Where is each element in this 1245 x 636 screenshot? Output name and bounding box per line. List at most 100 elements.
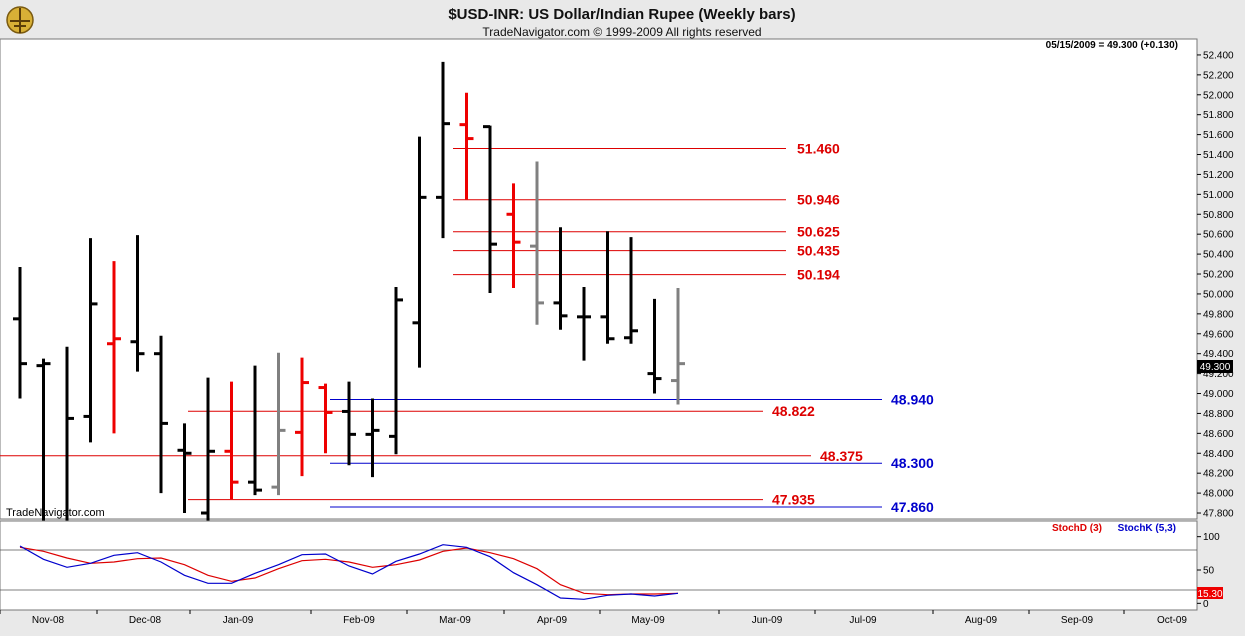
level-label: 51.460 (797, 141, 840, 157)
price-tick-label: 49.400 (1203, 349, 1234, 360)
ohlc-bar (624, 237, 638, 344)
time-tick-label: Dec-08 (129, 615, 162, 626)
time-tick-label: Oct-09 (1157, 615, 1187, 626)
level-label: 47.935 (772, 492, 815, 508)
watermark: TradeNavigator.com (6, 507, 105, 519)
level-label: 48.375 (820, 448, 863, 464)
price-tick-label: 49.000 (1203, 389, 1234, 400)
price-tick-label: 48.600 (1203, 429, 1234, 440)
price-tick-label: 52.400 (1203, 50, 1234, 61)
price-tick-label: 51.600 (1203, 130, 1234, 141)
ohlc-bar (365, 398, 380, 478)
header-background (0, 0, 1245, 38)
ohlc-bar (13, 267, 27, 399)
price-tick-label: 51.200 (1203, 170, 1234, 181)
stochastic-tick-label: 100 (1203, 532, 1220, 543)
price-panel (0, 38, 1198, 520)
ohlc-bar (201, 377, 215, 523)
stochastic-tick-label: 50 (1203, 566, 1215, 577)
ohlc-bar (318, 383, 333, 454)
price-tick-label: 50.600 (1203, 230, 1234, 241)
ohlc-bar (224, 381, 239, 500)
chart-title: $USD-INR: US Dollar/Indian Rupee (Weekly… (448, 6, 795, 23)
stochastic-panel (0, 520, 1198, 611)
level-label: 50.946 (797, 192, 840, 208)
level-label: 50.625 (797, 224, 840, 240)
stochd-line (19, 546, 679, 596)
quote-label: 05/15/2009 = 49.300 (+0.130) (1046, 40, 1178, 51)
ohlc-bar (553, 227, 568, 330)
price-tick-label: 48.200 (1203, 469, 1234, 480)
ohlc-bar (36, 358, 51, 543)
ohlc-bar (177, 423, 192, 514)
ohlc-bar (530, 161, 544, 325)
stochastic-tick-label: 0 (1203, 599, 1209, 610)
level-label: 48.822 (772, 403, 815, 419)
ohlc-bar (271, 352, 286, 496)
ohlc-bar (671, 287, 685, 405)
stochastic-value-badge: 15.30 (1197, 587, 1223, 600)
stochastic-axis: 100 50 0 (0, 532, 1220, 610)
time-tick-label: Jun-09 (752, 615, 783, 626)
ohlc-bar (459, 92, 474, 200)
stochastic-lines (19, 544, 679, 600)
time-tick-label: Sep-09 (1061, 615, 1094, 626)
ohlc-bar (107, 261, 121, 434)
price-tick-label: 52.200 (1203, 70, 1234, 81)
ohlc-bar (577, 286, 591, 361)
chart-subtitle: TradeNavigator.com © 1999-2009 All right… (482, 25, 761, 39)
legend-stochd: StochD (3) (1052, 523, 1102, 534)
price-tick-label: 50.000 (1203, 289, 1234, 300)
price-tick-label: 50.200 (1203, 270, 1234, 281)
time-tick-label: Nov-08 (32, 615, 65, 626)
level-label: 50.194 (797, 267, 840, 283)
legend-stochk: StochK (5,3) (1118, 523, 1176, 534)
price-tick-label: 51.800 (1203, 110, 1234, 121)
ohlc-bar (483, 125, 497, 293)
time-tick-label: Mar-09 (439, 615, 471, 626)
price-tick-label: 47.800 (1203, 509, 1234, 520)
ohlc-bar (154, 335, 168, 494)
time-tick-label: Jul-09 (849, 615, 877, 626)
ohlc-bar (83, 238, 98, 443)
time-tick-label: Aug-09 (965, 615, 998, 626)
price-tick-label: 51.000 (1203, 190, 1234, 201)
ohlc-bar (389, 286, 403, 455)
ohlc-bar (647, 298, 662, 394)
level-lines: 51.460 50.946 50.625 50.435 50.194 48.822 48.3… (0, 141, 934, 515)
app-logo-icon (6, 6, 34, 34)
ohlc-bar (436, 61, 450, 239)
time-tick-label: May-09 (631, 615, 665, 626)
ohlc-bar (506, 183, 521, 288)
price-tick-label: 49.600 (1203, 329, 1234, 340)
price-tick-label: 50.800 (1203, 210, 1234, 221)
ohlc-bar (412, 136, 427, 368)
price-tick-label: 49.200 (1203, 369, 1234, 380)
level-label: 48.940 (891, 391, 934, 407)
level-label: 50.435 (797, 243, 840, 259)
time-axis: Nov-08 Dec-08 Jan-09 Feb-09 Mar-09 Apr-09 May-… (0, 610, 1187, 626)
level-label: 48.300 (891, 455, 934, 471)
time-tick-label: Apr-09 (537, 615, 567, 626)
price-tick-label: 48.800 (1203, 409, 1234, 420)
price-tick-label: 49.800 (1203, 309, 1234, 320)
price-tick-label: 48.000 (1203, 489, 1234, 500)
price-tick-label: 52.000 (1203, 90, 1234, 101)
price-tick-label: 50.400 (1203, 250, 1234, 261)
ohlc-bars (13, 61, 685, 553)
ohlc-bar (342, 381, 356, 466)
last-price-badge: 49.300 (1197, 360, 1233, 373)
stochk-line (19, 544, 679, 600)
level-label: 47.860 (891, 499, 934, 515)
ohlc-bar (130, 235, 145, 372)
price-tick-label: 51.400 (1203, 150, 1234, 161)
ohlc-bar (295, 357, 309, 477)
ohlc-bar (600, 231, 615, 344)
time-tick-label: Feb-09 (343, 615, 375, 626)
last-price-label: 49.300 (1200, 362, 1231, 373)
ohlc-bar (248, 365, 262, 496)
time-tick-label: Jan-09 (223, 615, 254, 626)
price-axis: 52.400 52.200 52.000 51.800 51.600 51.400 51.2… (1197, 50, 1234, 520)
